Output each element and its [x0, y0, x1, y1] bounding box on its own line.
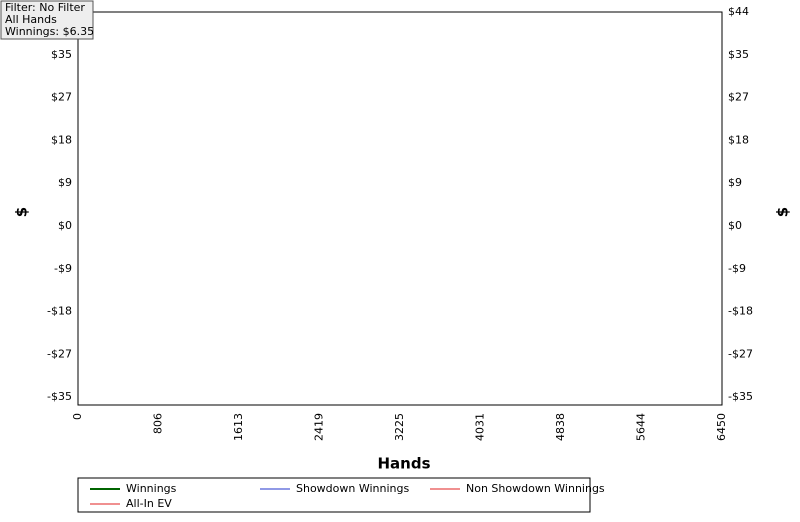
y-tick-label: -$35	[47, 390, 72, 403]
plot-frame	[77, 11, 723, 406]
legend-label: All-In EV	[126, 497, 172, 510]
y-tick-label: -$9	[54, 262, 72, 275]
info-line: Filter: No Filter	[5, 1, 85, 14]
info-line: Winnings: $6.35	[5, 25, 94, 38]
x-tick-label: 3225	[393, 413, 406, 441]
x-tick-label: 0	[71, 413, 84, 420]
info-line: All Hands	[5, 13, 57, 26]
y2-tick-label: $35	[728, 48, 749, 61]
y-tick-label: -$18	[47, 305, 72, 318]
y-tick-label: $0	[58, 219, 72, 232]
y2-tick-label: -$35	[728, 390, 753, 403]
y2-tick-label: -$9	[728, 262, 746, 275]
y-tick-label: -$27	[47, 347, 72, 360]
y-tick-label: $18	[51, 133, 72, 146]
y2-tick-label: -$27	[728, 347, 753, 360]
y2-tick-label: $27	[728, 91, 749, 104]
y2-tick-label: $0	[728, 219, 742, 232]
x-tick-label: 4031	[473, 413, 486, 441]
y2-tick-label: $44	[728, 5, 749, 18]
y2-tick-label: $18	[728, 133, 749, 146]
y-tick-label: $35	[51, 48, 72, 61]
y2-tick-label: -$18	[728, 305, 753, 318]
y-tick-label: $27	[51, 91, 72, 104]
x-axis-title: Hands	[377, 455, 430, 473]
legend	[77, 477, 591, 513]
legend-label: Non Showdown Winnings	[466, 482, 605, 495]
x-tick-label: 5644	[635, 413, 648, 441]
x-tick-label: 806	[151, 413, 164, 434]
legend-label: Winnings	[126, 482, 177, 495]
x-tick-label: 2419	[313, 413, 326, 441]
y-tick-label: $9	[58, 176, 72, 189]
legend-label: Showdown Winnings	[296, 482, 410, 495]
y2-tick-label: $9	[728, 176, 742, 189]
y-axis-title: $	[13, 207, 31, 217]
x-tick-label: 4838	[554, 413, 567, 441]
x-tick-label: 6450	[715, 413, 728, 441]
x-tick-label: 1613	[232, 413, 245, 441]
info-box	[0, 0, 94, 40]
y2-axis-title: $	[774, 207, 792, 217]
